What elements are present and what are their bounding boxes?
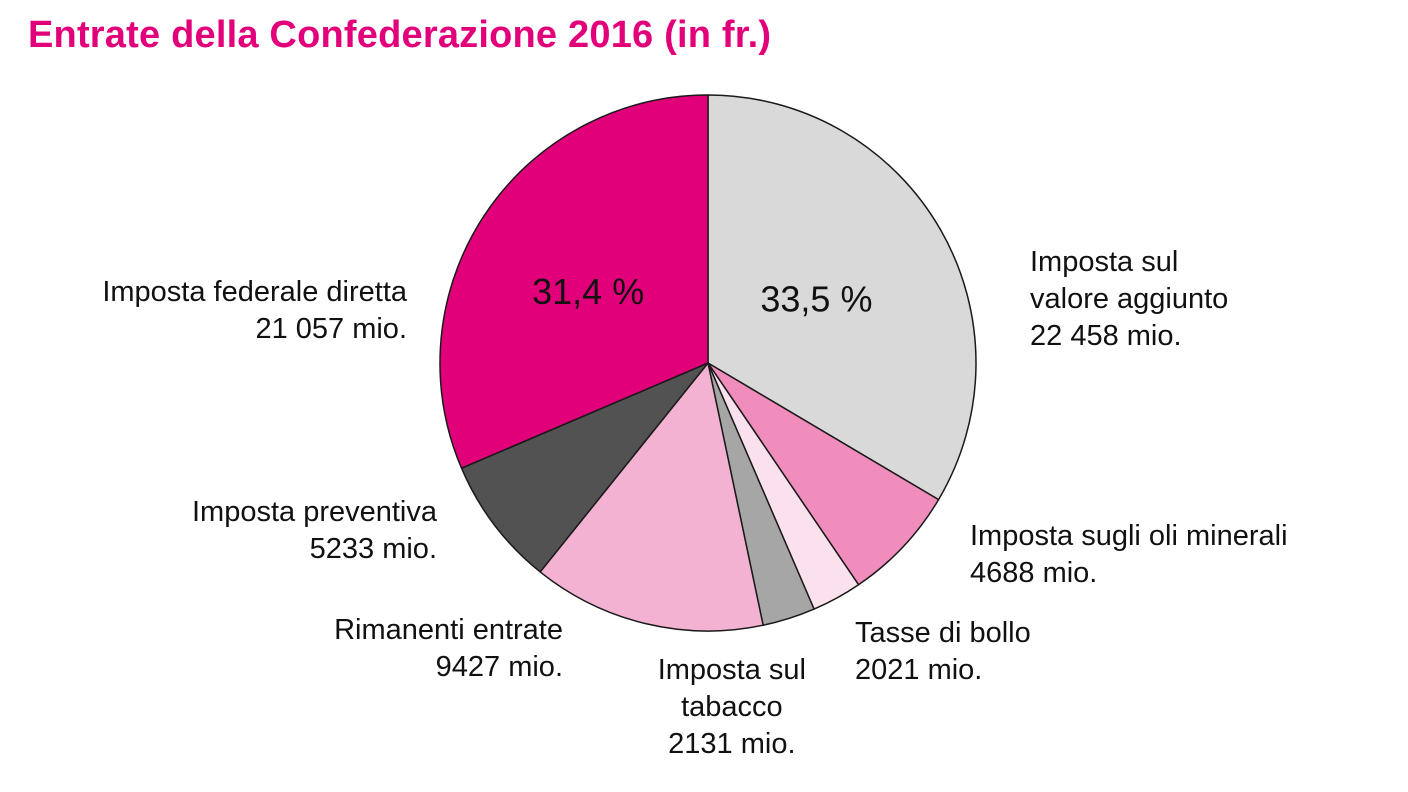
label-tabacco-line2: tabacco — [681, 691, 783, 723]
label-oli-minerali: Imposta sugli oli minerali 4688 mio. — [970, 518, 1288, 592]
label-ifd-value: 21 057 mio. — [255, 313, 407, 345]
pie-slice-iva — [707, 94, 977, 501]
pie-slice-ifd — [439, 94, 709, 469]
label-rimanenti-value: 9427 mio. — [435, 651, 563, 683]
label-preventiva-line1: Imposta preventiva — [191, 496, 437, 528]
label-imposta-preventiva: Imposta preventiva 5233 mio. — [192, 494, 437, 568]
label-ifd-line1: Imposta federale diretta — [102, 276, 407, 308]
label-tabacco-value: 2131 mio. — [668, 728, 796, 760]
label-tabacco: Imposta sul tabacco 2131 mio. — [658, 652, 806, 763]
label-rimanenti-entrate: Rimanenti entrate 9427 mio. — [334, 612, 563, 686]
pie-slice-oli — [707, 362, 940, 586]
label-preventiva-value: 5233 mio. — [309, 533, 437, 565]
label-iva-line2: valore aggiunto — [1030, 283, 1229, 315]
label-tasse-di-bollo: Tasse di bollo 2021 mio. — [855, 615, 1031, 689]
label-tabacco-line1: Imposta sul — [657, 654, 806, 686]
label-oli-line1: Imposta sugli oli minerali — [970, 520, 1288, 552]
pie-slice-preventiva — [460, 362, 709, 573]
percent-label-ifd: 31,4 % — [532, 271, 644, 312]
label-oli-value: 4688 mio. — [970, 557, 1098, 589]
percent-label-iva: 33,5 % — [760, 279, 872, 320]
pie-slice-rimanenti — [539, 362, 764, 632]
label-bollo-line1: Tasse di bollo — [855, 617, 1031, 649]
label-iva: Imposta sul valore aggiunto 22 458 mio. — [1030, 244, 1228, 355]
label-iva-value: 22 458 mio. — [1030, 320, 1182, 352]
label-bollo-value: 2021 mio. — [855, 654, 983, 686]
chart-title: Entrate della Confederazione 2016 (in fr… — [28, 14, 772, 56]
label-imposta-federale-diretta: Imposta federale diretta 21 057 mio. — [102, 274, 407, 348]
label-rimanenti-line1: Rimanenti entrate — [334, 614, 563, 646]
label-iva-line1: Imposta sul — [1030, 246, 1179, 278]
